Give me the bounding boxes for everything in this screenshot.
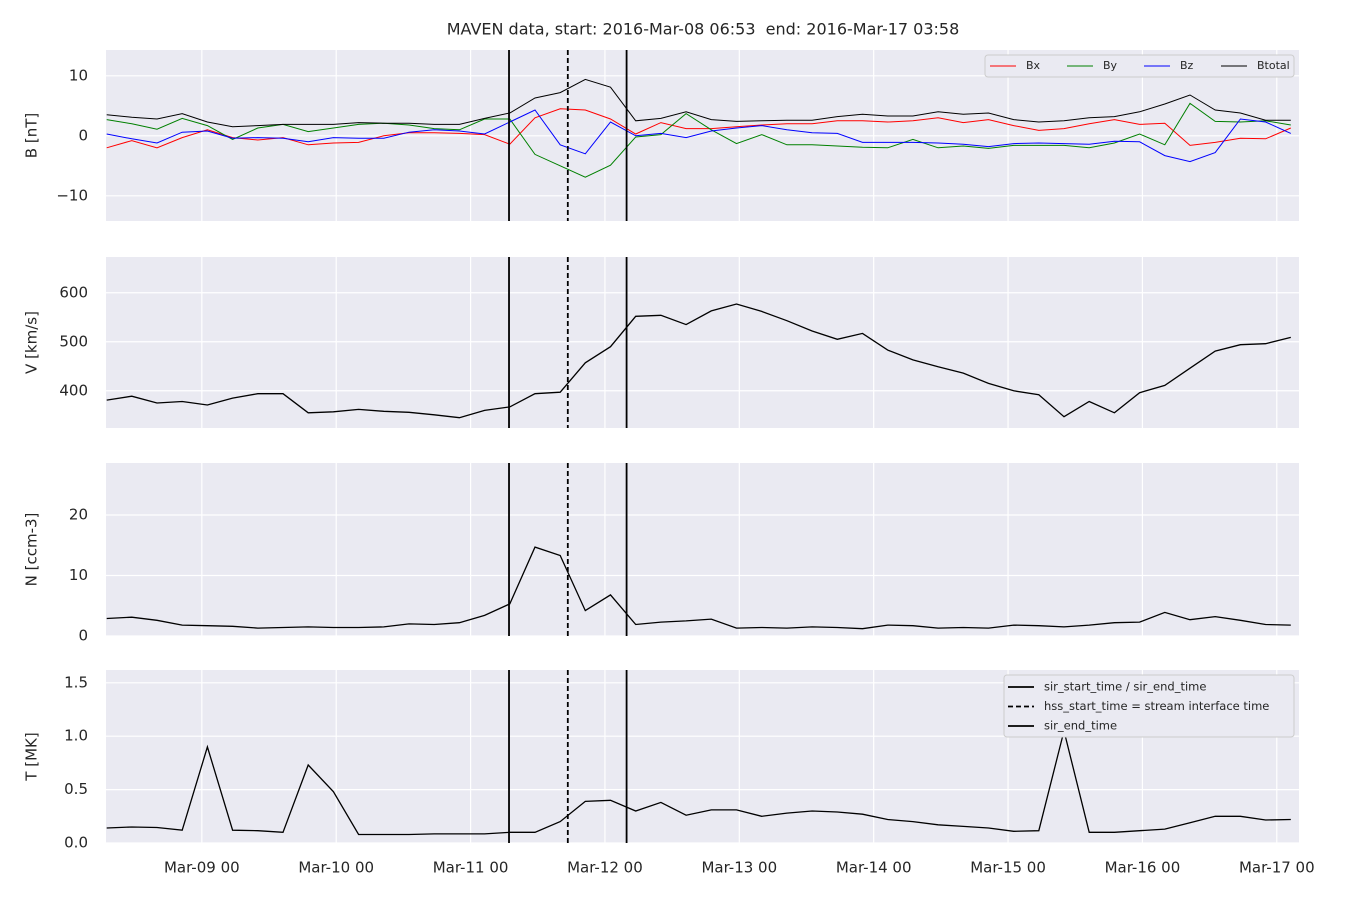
plot-area [106, 257, 1299, 428]
legend-label: sir_end_time [1044, 719, 1117, 733]
x-tick-label: Mar-14 00 [836, 859, 912, 877]
x-tick-label: Mar-16 00 [1105, 859, 1181, 877]
legend-label: Btotal [1257, 59, 1290, 72]
y-tick-label: 600 [59, 283, 88, 301]
legend-label: Bx [1026, 59, 1041, 72]
data-line [106, 78, 1291, 128]
x-tick-label: Mar-15 00 [970, 859, 1046, 877]
legend: Bx By Bz Btotal [984, 54, 1295, 78]
legend-label: By [1103, 59, 1118, 72]
y-tick-label: −10 [56, 186, 88, 204]
data-line [106, 102, 1291, 178]
y-axis-label: T [MK] [23, 732, 41, 781]
data-line [106, 303, 1291, 419]
legend-label: hss_start_time = stream interface time [1044, 699, 1269, 713]
y-axis-label: N [ccm-3] [23, 513, 41, 587]
y-tick-label: 500 [59, 332, 88, 350]
legend-label: Bz [1180, 59, 1194, 72]
y-axis-label: B [nT] [23, 113, 41, 158]
y-tick-label: 10 [69, 566, 88, 584]
legend-box [984, 54, 1295, 78]
chart-title: MAVEN data, start: 2016-Mar-08 06:53 end… [447, 20, 960, 39]
x-tick-label: Mar-17 00 [1239, 859, 1315, 877]
x-tick-label: Mar-13 00 [701, 859, 777, 877]
y-tick-label: 0 [78, 126, 88, 144]
data-line [106, 546, 1291, 630]
y-tick-label: 1.5 [64, 673, 88, 691]
y-tick-label: 0.5 [64, 780, 88, 798]
y-tick-label: 20 [69, 506, 88, 524]
y-tick-label: 0 [78, 627, 88, 645]
y-tick-label: 0.0 [64, 834, 88, 852]
y-axis-label: V [km/s] [23, 311, 41, 374]
y-tick-label: 10 [69, 66, 88, 84]
legend-box [1003, 674, 1295, 738]
data-line [106, 108, 1291, 149]
x-tick-label: Mar-09 00 [164, 859, 240, 877]
legend: sir_start_time / sir_end_time hss_start_t… [1003, 674, 1295, 738]
x-tick-label: Mar-11 00 [433, 859, 509, 877]
plot-area [106, 463, 1299, 636]
legend-label: sir_start_time / sir_end_time [1044, 680, 1206, 694]
y-tick-label: 400 [59, 381, 88, 399]
x-tick-label: Mar-12 00 [567, 859, 643, 877]
x-tick-label: Mar-10 00 [298, 859, 374, 877]
y-tick-label: 1.0 [64, 727, 88, 745]
data-line [106, 109, 1292, 163]
data-line [106, 730, 1291, 836]
